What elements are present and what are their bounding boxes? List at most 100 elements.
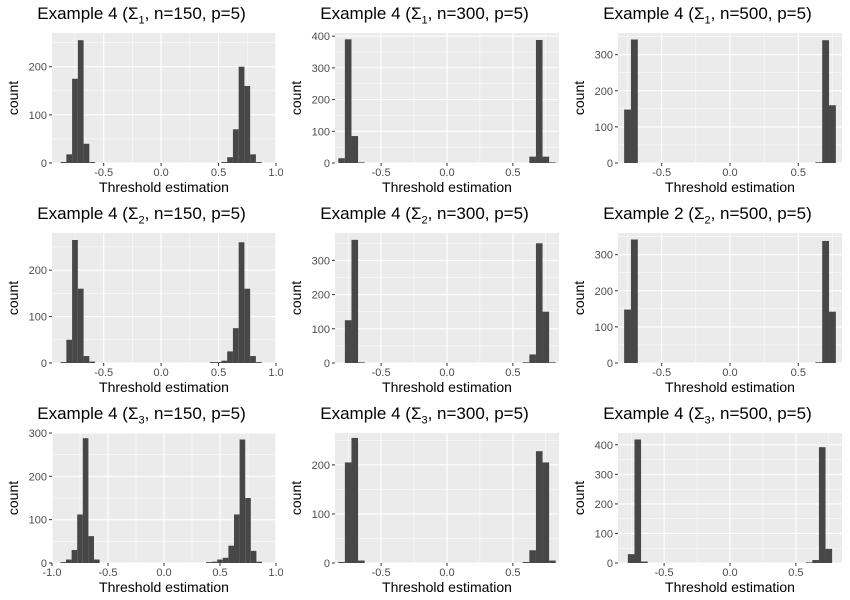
y-axis-label: count (571, 281, 587, 315)
title-prefix: Example 4 ( (320, 4, 411, 23)
x-tick-label: -0.5 (94, 167, 113, 179)
y-tick-label: 0 (41, 558, 47, 570)
histogram-bar (77, 40, 84, 163)
title-suffix: , n=500, p=5) (710, 4, 812, 23)
histogram-bar (72, 78, 78, 163)
x-tick-label: 0.5 (212, 567, 227, 579)
y-tick-label: 200 (312, 290, 330, 302)
y-tick-label: 200 (29, 62, 47, 74)
panel-title: Example 4 (Σ3, n=300, p=5) (283, 404, 566, 426)
histogram-bar (549, 560, 556, 563)
histogram-bar (89, 361, 96, 363)
x-axis-label: Threshold estimation (382, 379, 512, 395)
histogram-panel-5: -0.5 0.0 0.5 0 100 200 300 Threshold estimation… (283, 200, 566, 400)
histogram-bar (88, 536, 94, 563)
x-tick-label: 0.0 (439, 567, 454, 579)
histogram-plot: -0.5 0.0 0.5 0 100 200 Threshold estimation cou… (288, 433, 559, 595)
histogram-bar (83, 356, 90, 363)
histogram-panel-3: -0.5 0.0 0.5 0 100 200 300 Threshold estimation… (566, 0, 849, 200)
histogram-bar (549, 162, 556, 163)
x-tick-label: 0.0 (156, 567, 171, 579)
histogram-panel-9: -0.5 0.0 0.5 0 100 200 300 400 Threshold estimat… (566, 400, 849, 600)
histogram-bar (358, 560, 365, 563)
histogram-bar (535, 451, 543, 563)
histogram-bar (211, 561, 218, 563)
histogram-plot: -0.5 0.0 0.5 1.0 0 100 200 Threshold estimation… (5, 33, 283, 195)
x-tick-label: 0.0 (439, 167, 454, 179)
title-subscript: 3 (138, 414, 145, 427)
histogram-bar (244, 85, 251, 163)
y-tick-label: 300 (595, 469, 613, 481)
histogram-bar (825, 548, 833, 563)
y-tick-label: 300 (29, 428, 47, 440)
histogram-plot: -0.5 0.0 0.5 0 100 200 300 Threshold estimation… (571, 233, 842, 395)
x-tick-label: 0.0 (722, 367, 737, 379)
y-tick-label: 300 (595, 250, 613, 262)
title-subscript: 3 (704, 414, 711, 427)
y-tick-label: 0 (607, 158, 613, 170)
histogram-bar (344, 39, 352, 164)
histogram-bar (206, 562, 212, 563)
histogram-plot: -0.5 0.0 0.5 0 100 200 300 400 Threshold estimat… (288, 31, 559, 195)
x-tick-label: 0.5 (505, 567, 520, 579)
x-tick-label: 0.5 (791, 367, 806, 379)
title-suffix: , n=500, p=5) (710, 404, 812, 423)
histogram-bar (542, 156, 550, 163)
y-tick-label: 400 (312, 31, 330, 43)
panel-title: Example 4 (Σ2, n=300, p=5) (283, 204, 566, 226)
title-prefix: Example 4 ( (320, 404, 411, 423)
histogram-panel-6: -0.5 0.0 0.5 0 100 200 300 Threshold estimation… (566, 200, 849, 400)
title-prefix: Example 4 ( (37, 204, 128, 223)
histogram-bar (344, 320, 352, 363)
histogram-panel-4: -0.5 0.0 0.5 1.0 0 100 200 Threshold estimation… (0, 200, 283, 400)
y-tick-label: 100 (595, 122, 613, 134)
histogram-bar (60, 362, 67, 363)
histogram-plot: -0.5 0.0 0.5 0 100 200 300 Threshold estimation… (571, 33, 842, 195)
title-sigma: Σ (693, 204, 705, 223)
histogram-bar (66, 559, 72, 563)
histogram-bar (358, 162, 365, 163)
histogram-bar (529, 550, 536, 563)
histogram-bar (71, 550, 78, 563)
title-prefix: Example 4 ( (603, 404, 694, 423)
title-suffix: , n=500, p=5) (710, 204, 812, 223)
histogram-bar (238, 66, 245, 163)
x-tick-label: -0.5 (94, 367, 113, 379)
histogram-bar (245, 498, 251, 563)
histogram-bar (89, 162, 96, 163)
panel-title: Example 4 (Σ1, n=150, p=5) (0, 4, 283, 26)
histogram-bar (805, 562, 813, 564)
histogram-bar (829, 105, 836, 163)
histogram-bar (522, 362, 530, 363)
y-tick-label: 200 (29, 471, 47, 483)
histogram-bar (83, 143, 90, 163)
y-axis-label: count (288, 81, 304, 115)
panel-title: Example 4 (Σ3, n=500, p=5) (566, 404, 849, 426)
x-tick-label: 1.0 (268, 167, 283, 179)
x-tick-label: 0.0 (439, 367, 454, 379)
histogram-bar (822, 240, 830, 363)
histogram-bar (227, 157, 233, 163)
y-tick-label: 300 (312, 63, 330, 75)
x-axis-label: Threshold estimation (665, 379, 795, 395)
panel-title: Example 4 (Σ1, n=500, p=5) (566, 4, 849, 26)
y-tick-label: 100 (312, 324, 330, 336)
x-axis-label: Threshold estimation (99, 179, 229, 195)
histogram-bar (77, 288, 84, 363)
histogram-bar (221, 162, 228, 163)
panel-title: Example 4 (Σ3, n=150, p=5) (0, 404, 283, 426)
y-tick-label: 100 (29, 110, 47, 122)
x-tick-label: -0.5 (655, 567, 674, 579)
x-tick-label: -0.5 (372, 167, 391, 179)
title-sigma: Σ (410, 4, 422, 23)
y-tick-label: 0 (607, 558, 613, 570)
x-tick-label: 1.0 (268, 567, 283, 579)
y-tick-label: 0 (607, 358, 613, 370)
histogram-bar (72, 239, 78, 363)
x-tick-label: -0.5 (99, 567, 118, 579)
title-subscript: 1 (704, 14, 711, 27)
histogram-plot: -0.5 0.0 0.5 1.0 0 100 200 Threshold estimation… (5, 233, 283, 395)
y-axis-label: count (5, 481, 21, 515)
title-suffix: , n=300, p=5) (427, 404, 529, 423)
